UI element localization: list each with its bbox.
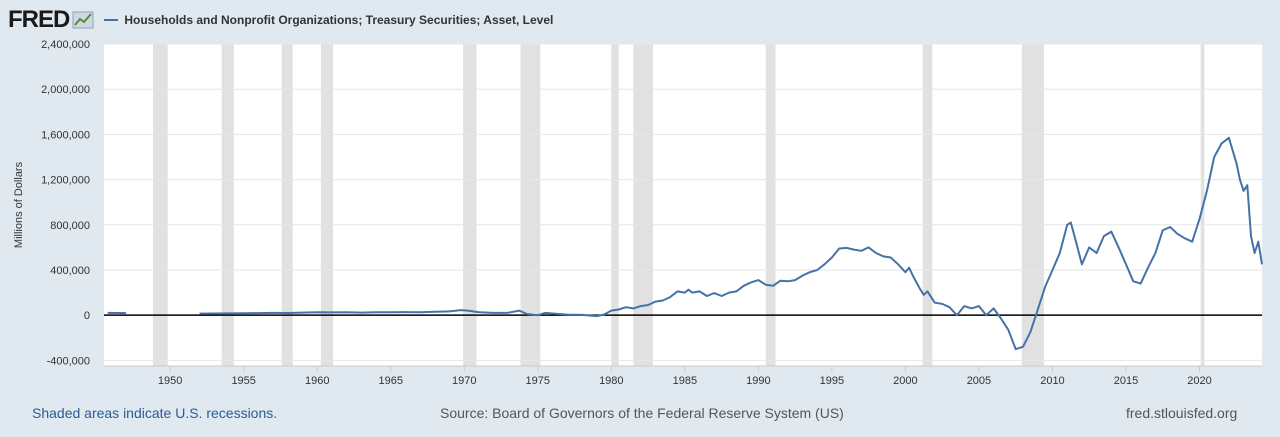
recession-band [221,44,234,366]
y-tick-label: 2,400,000 [41,39,90,51]
y-tick-label: 1,200,000 [41,175,90,187]
chart-legend: Households and Nonprofit Organizations; … [104,13,553,27]
y-tick-label: 400,000 [50,265,90,277]
x-tick-label: 1975 [526,375,550,387]
recession-band [320,44,334,366]
legend-swatch [104,19,119,21]
recession-shading [152,44,1205,366]
x-tick-label: 1995 [820,375,844,387]
x-tick-label: 2000 [893,375,917,387]
recession-band [463,44,477,366]
chart-line-icon [72,11,94,29]
series-line [199,136,1263,351]
source-note: Source: Board of Governors of the Federa… [440,405,844,421]
x-tick-label: 2005 [967,375,991,387]
plot-area [104,44,1262,366]
x-tick-label: 1985 [673,375,697,387]
x-tick-label: 1990 [746,375,770,387]
x-tick-label: 2010 [1040,375,1064,387]
grid-lines [104,43,1262,361]
x-tick-label: 1980 [599,375,623,387]
recession-band [611,44,619,366]
x-axis-labels: 1950 1955 1960 1965 1970 1975 1980 1985 1990 1995… [104,365,1262,387]
recession-band [765,44,776,366]
x-tick-label: 1965 [379,375,403,387]
fred-logo[interactable]: FRED [8,6,70,33]
y-tick-label: 0 [84,310,90,322]
recession-band [520,44,541,366]
y-axis-title: Millions of Dollars [13,161,25,248]
x-tick-label: 1970 [452,375,476,387]
y-tick-label: -400,000 [47,355,90,367]
x-tick-label: 2020 [1187,375,1211,387]
series-lines [107,136,1263,351]
fred-url-link[interactable]: fred.stlouisfed.org [1126,405,1238,421]
y-tick-label: 1,600,000 [41,129,90,141]
recession-band [281,44,293,366]
x-tick-label: 1955 [231,375,255,387]
y-axis-labels: -400,000 0 400,000 800,000 1,200,000 1,600,00… [41,39,90,367]
chart-header: FRED Households and Nonprofit Organizati… [8,6,553,34]
x-tick-label: 1960 [305,375,329,387]
recession-band [1021,44,1044,366]
recession-band [922,44,933,366]
recession-band [633,44,653,366]
y-tick-label: 2,000,000 [41,84,90,96]
y-tick-label: 800,000 [50,220,90,232]
recessions-note-link[interactable]: Shaded areas indicate U.S. recessions. [32,405,278,421]
line-chart: -400,000 0 400,000 800,000 1,200,000 1,600,00… [13,39,1263,387]
x-tick-label: 1950 [158,375,182,387]
legend-series-label[interactable]: Households and Nonprofit Organizations; … [124,13,554,27]
x-tick-label: 2015 [1114,375,1138,387]
recession-band [152,44,168,366]
